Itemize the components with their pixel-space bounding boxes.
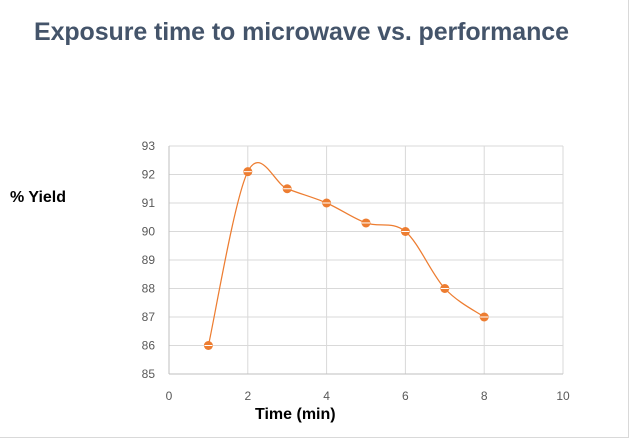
series-group (203, 162, 489, 350)
y-tick-label: 88 (142, 282, 156, 296)
y-tick-label: 87 (142, 310, 156, 324)
y-axis-label: % Yield (10, 189, 67, 206)
y-tick-label: 89 (142, 253, 156, 267)
chart-title: Exposure time to microwave vs. performan… (34, 18, 569, 46)
x-tick-label: 0 (166, 389, 173, 403)
gridlines (169, 145, 564, 374)
y-tick-label: 93 (142, 139, 156, 153)
x-tick-label: 10 (556, 389, 570, 403)
tick-labels: 85 86 87 88 89 90 91 92 93 0 2 4 6 8 10 (142, 139, 570, 403)
y-tick-label: 92 (142, 168, 156, 182)
axes (168, 146, 563, 375)
y-tick-label: 85 (142, 367, 156, 381)
x-tick-label: 6 (402, 389, 409, 403)
x-tick-label: 8 (481, 389, 488, 403)
x-axis-label: Time (min) (255, 406, 336, 423)
y-tick-label: 90 (142, 225, 156, 239)
series-line (207, 162, 485, 346)
x-tick-label: 4 (323, 389, 330, 403)
y-tick-label: 91 (142, 196, 156, 210)
y-tick-label: 86 (142, 339, 156, 353)
x-tick-label: 2 (244, 389, 251, 403)
